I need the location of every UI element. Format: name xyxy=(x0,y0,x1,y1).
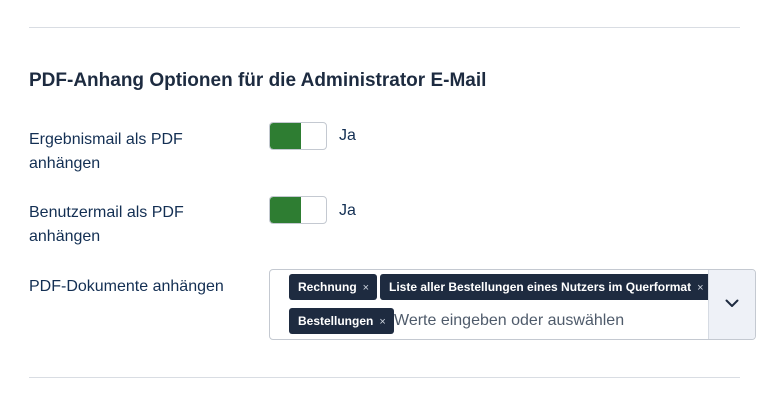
chip-bestellungen-querformat: Liste aller Bestellungen eines Nutzers i… xyxy=(380,274,712,300)
chip-bestellungen: Bestellungen × xyxy=(289,308,394,334)
toggle-on-indicator xyxy=(270,123,301,149)
bottom-divider xyxy=(29,377,740,378)
chip-remove-icon[interactable]: × xyxy=(697,282,704,294)
multiselect-value-area[interactable]: Rechnung × Liste aller Bestellungen eines… xyxy=(270,270,712,339)
result-mail-toggle[interactable] xyxy=(269,122,327,150)
chip-label: Liste aller Bestellungen eines Nutzers i… xyxy=(389,280,692,294)
multiselect-search-input[interactable] xyxy=(394,309,704,333)
result-mail-label: Ergebnismail als PDF anhängen xyxy=(29,131,183,172)
pdf-documents-label: PDF-Dokumente anhängen xyxy=(29,278,224,295)
toggle-on-indicator xyxy=(270,197,301,223)
user-mail-label: Benutzermail als PDF anhängen xyxy=(29,204,184,245)
chip-label: Rechnung xyxy=(298,280,357,294)
user-mail-toggle[interactable] xyxy=(269,196,327,224)
user-mail-toggle-text: Ja xyxy=(339,202,356,219)
multiselect-dropdown-toggle[interactable] xyxy=(708,270,755,339)
chip-remove-icon[interactable]: × xyxy=(362,282,370,294)
chip-label: Bestellungen xyxy=(298,314,374,328)
chip-remove-icon[interactable]: × xyxy=(379,316,386,328)
chevron-down-icon xyxy=(725,299,739,307)
section-title: PDF-Anhang Optionen für die Administrato… xyxy=(29,70,487,91)
result-mail-toggle-text: Ja xyxy=(339,127,356,144)
chip-rechnung: Rechnung × xyxy=(289,274,378,300)
top-divider xyxy=(29,27,740,28)
pdf-documents-multiselect[interactable]: Rechnung × Liste aller Bestellungen eines… xyxy=(269,269,756,340)
